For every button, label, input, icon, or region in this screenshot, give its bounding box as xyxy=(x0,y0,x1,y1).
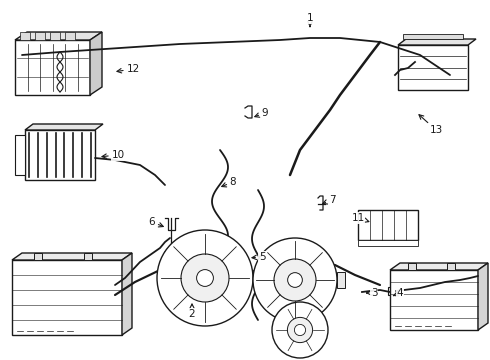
Text: 12: 12 xyxy=(117,64,140,74)
FancyBboxPatch shape xyxy=(388,287,396,295)
Polygon shape xyxy=(90,32,102,95)
FancyBboxPatch shape xyxy=(358,240,418,246)
Polygon shape xyxy=(12,253,132,260)
Polygon shape xyxy=(83,253,92,260)
Polygon shape xyxy=(478,263,488,330)
Text: 10: 10 xyxy=(102,150,124,160)
Circle shape xyxy=(196,270,214,287)
Text: 7: 7 xyxy=(323,195,335,205)
Circle shape xyxy=(294,324,306,336)
Polygon shape xyxy=(65,32,75,40)
Circle shape xyxy=(253,238,337,322)
Circle shape xyxy=(288,318,313,343)
Text: 2: 2 xyxy=(189,304,196,319)
Polygon shape xyxy=(358,210,418,240)
Polygon shape xyxy=(25,124,103,130)
Text: 9: 9 xyxy=(255,108,269,118)
Polygon shape xyxy=(15,32,102,40)
FancyBboxPatch shape xyxy=(403,34,463,39)
Text: 8: 8 xyxy=(222,177,236,187)
Text: 6: 6 xyxy=(148,217,163,227)
Polygon shape xyxy=(50,32,60,40)
Circle shape xyxy=(157,230,253,326)
Circle shape xyxy=(288,273,302,287)
Text: 4: 4 xyxy=(393,288,403,298)
Polygon shape xyxy=(390,263,488,270)
Text: 1: 1 xyxy=(307,13,313,27)
Text: 3: 3 xyxy=(367,288,377,298)
Polygon shape xyxy=(35,32,45,40)
Circle shape xyxy=(274,259,316,301)
Polygon shape xyxy=(390,270,478,330)
Polygon shape xyxy=(447,263,455,270)
Polygon shape xyxy=(34,253,42,260)
Polygon shape xyxy=(122,253,132,335)
Text: 13: 13 xyxy=(419,115,442,135)
Polygon shape xyxy=(408,263,416,270)
Polygon shape xyxy=(15,135,25,175)
Polygon shape xyxy=(15,40,90,95)
Polygon shape xyxy=(398,45,468,90)
Circle shape xyxy=(272,302,328,358)
Polygon shape xyxy=(25,130,95,180)
Polygon shape xyxy=(398,39,476,45)
Polygon shape xyxy=(253,270,261,286)
Circle shape xyxy=(181,254,229,302)
Text: 5: 5 xyxy=(252,252,265,262)
Polygon shape xyxy=(12,260,122,335)
Polygon shape xyxy=(337,272,345,288)
Text: 11: 11 xyxy=(351,213,369,223)
Polygon shape xyxy=(20,32,30,40)
